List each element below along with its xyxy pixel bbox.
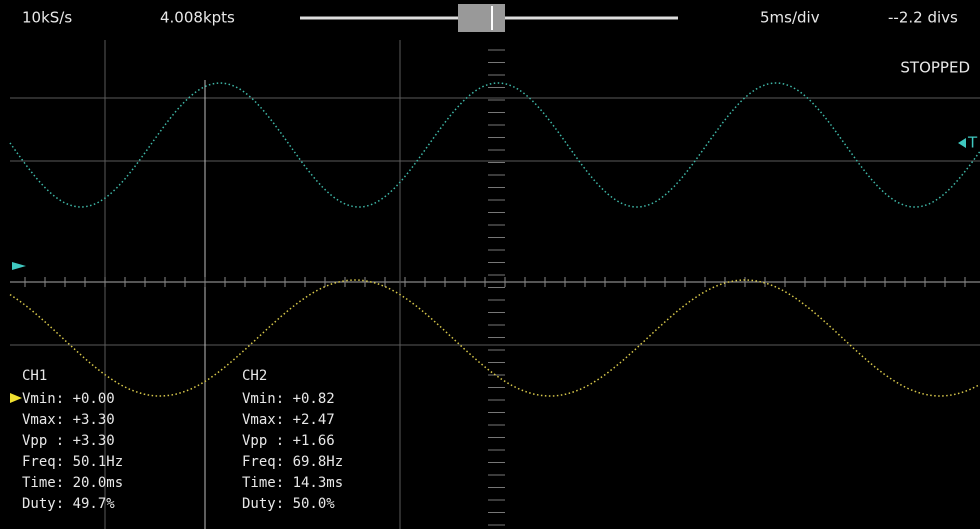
measurement: Vmin: +0.82 bbox=[242, 391, 335, 407]
slider-thumb[interactable] bbox=[458, 4, 505, 32]
measurement: Freq: 69.8Hz bbox=[242, 454, 343, 470]
measurement: Time: 20.0ms bbox=[22, 475, 123, 491]
measurement: Duty: 49.7% bbox=[22, 496, 115, 512]
offset: --2.2 divs bbox=[888, 9, 958, 27]
measurement: Duty: 50.0% bbox=[242, 496, 335, 512]
measurement: Freq: 50.1Hz bbox=[22, 454, 123, 470]
measurement: Vpp : +3.30 bbox=[22, 433, 115, 449]
measurement: Vmin: +0.00 bbox=[22, 391, 115, 407]
status: STOPPED bbox=[900, 59, 970, 77]
measurement: Vmax: +3.30 bbox=[22, 412, 115, 428]
sample-rate: 10kS/s bbox=[22, 9, 72, 27]
channel-name: CH1 bbox=[22, 368, 47, 384]
points: 4.008kpts bbox=[160, 9, 235, 27]
measurement: Time: 14.3ms bbox=[242, 475, 343, 491]
trigger-label: T bbox=[967, 134, 978, 152]
channel-name: CH2 bbox=[242, 368, 267, 384]
scope-screen: 10kS/s 4.008kpts 5ms/div --2.2 divs STOP… bbox=[0, 0, 980, 529]
measurement: Vmax: +2.47 bbox=[242, 412, 335, 428]
timebase: 5ms/div bbox=[760, 9, 820, 27]
measurement: Vpp : +1.66 bbox=[242, 433, 335, 449]
